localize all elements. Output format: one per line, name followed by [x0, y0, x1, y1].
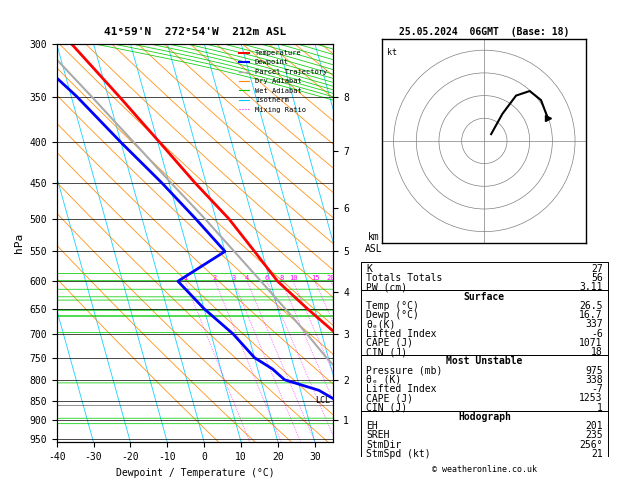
Text: StmDir: StmDir: [366, 440, 401, 450]
Text: 16.7: 16.7: [579, 310, 603, 320]
Text: SREH: SREH: [366, 431, 389, 440]
Text: 337: 337: [585, 319, 603, 330]
Text: Temp (°C): Temp (°C): [366, 301, 419, 311]
Text: 1: 1: [183, 275, 187, 281]
Text: 25.05.2024  06GMT  (Base: 18): 25.05.2024 06GMT (Base: 18): [399, 27, 569, 37]
Text: Pressure (mb): Pressure (mb): [366, 365, 442, 376]
Text: 1: 1: [597, 403, 603, 413]
Text: 235: 235: [585, 431, 603, 440]
Text: 2: 2: [213, 275, 217, 281]
Text: 6: 6: [265, 275, 269, 281]
Text: CAPE (J): CAPE (J): [366, 394, 413, 403]
Text: Totals Totals: Totals Totals: [366, 273, 442, 283]
Y-axis label: hPa: hPa: [14, 233, 24, 253]
Text: 21: 21: [591, 449, 603, 459]
Text: θₑ (K): θₑ (K): [366, 375, 401, 385]
Text: Hodograph: Hodograph: [458, 412, 511, 422]
Text: StmSpd (kt): StmSpd (kt): [366, 449, 431, 459]
Text: 338: 338: [585, 375, 603, 385]
Text: 27: 27: [591, 264, 603, 274]
Title: 41°59'N  272°54'W  212m ASL: 41°59'N 272°54'W 212m ASL: [104, 27, 286, 37]
Y-axis label: km
ASL: km ASL: [365, 232, 383, 254]
Text: EH: EH: [366, 421, 378, 431]
Text: 256°: 256°: [579, 440, 603, 450]
Text: PW (cm): PW (cm): [366, 282, 407, 293]
Text: Surface: Surface: [464, 292, 505, 302]
Text: 3: 3: [231, 275, 236, 281]
X-axis label: Dewpoint / Temperature (°C): Dewpoint / Temperature (°C): [116, 468, 274, 478]
Text: 3.11: 3.11: [579, 282, 603, 293]
Text: θₑ(K): θₑ(K): [366, 319, 396, 330]
Text: 26.5: 26.5: [579, 301, 603, 311]
Text: 975: 975: [585, 365, 603, 376]
Text: 15: 15: [311, 275, 319, 281]
Text: 1253: 1253: [579, 394, 603, 403]
Text: -6: -6: [591, 329, 603, 339]
Text: CIN (J): CIN (J): [366, 347, 407, 357]
Text: © weatheronline.co.uk: © weatheronline.co.uk: [432, 465, 537, 474]
Text: Dewp (°C): Dewp (°C): [366, 310, 419, 320]
Text: 4: 4: [245, 275, 249, 281]
Text: CIN (J): CIN (J): [366, 403, 407, 413]
Text: CAPE (J): CAPE (J): [366, 338, 413, 348]
Text: 56: 56: [591, 273, 603, 283]
Legend: Temperature, Dewpoint, Parcel Trajectory, Dry Adiabat, Wet Adiabat, Isotherm, Mi: Temperature, Dewpoint, Parcel Trajectory…: [236, 47, 330, 116]
Text: 201: 201: [585, 421, 603, 431]
Text: 1071: 1071: [579, 338, 603, 348]
Text: 10: 10: [289, 275, 298, 281]
Text: -7: -7: [591, 384, 603, 394]
Text: LCL: LCL: [314, 396, 330, 404]
Text: kt: kt: [387, 48, 397, 57]
Text: Lifted Index: Lifted Index: [366, 384, 437, 394]
Text: Most Unstable: Most Unstable: [446, 356, 523, 366]
Text: Lifted Index: Lifted Index: [366, 329, 437, 339]
Text: 20: 20: [326, 275, 335, 281]
Text: 8: 8: [279, 275, 284, 281]
Text: 18: 18: [591, 347, 603, 357]
Text: K: K: [366, 264, 372, 274]
